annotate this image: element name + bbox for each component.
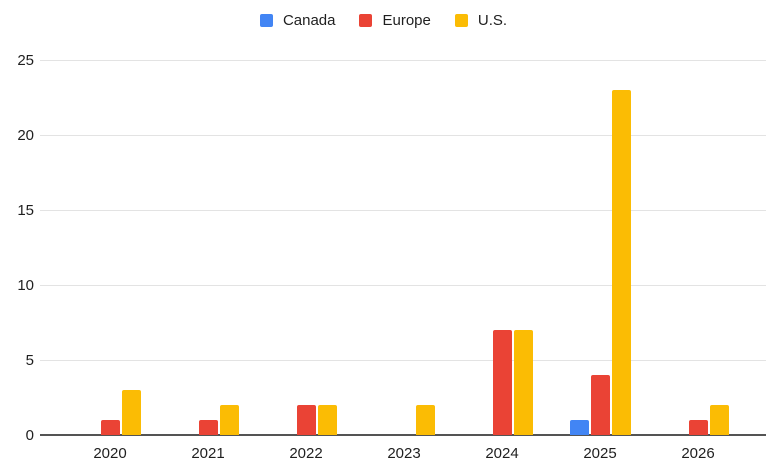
x-axis-tick-label: 2020 <box>93 445 127 462</box>
x-axis-baseline <box>40 434 766 436</box>
gridline-y25 <box>40 60 766 61</box>
y-axis-tick-label: 15 <box>17 202 34 219</box>
bar-us-2020[interactable] <box>121 390 141 435</box>
x-axis-tick-label: 2024 <box>485 445 519 462</box>
bar-europe-2026[interactable] <box>688 420 708 435</box>
bar-us-2023[interactable] <box>415 405 435 435</box>
legend-swatch-us <box>454 14 468 27</box>
legend-item-canada[interactable]: Canada <box>259 12 336 29</box>
legend-label-us: U.S. <box>477 12 508 29</box>
y-axis-tick-label: 5 <box>25 352 34 369</box>
legend-label-canada: Canada <box>282 12 336 29</box>
bar-group-2023 <box>373 60 435 435</box>
bar-group-2024 <box>471 60 533 435</box>
y-axis-tick-label: 10 <box>17 277 34 294</box>
bar-group-2026 <box>667 60 729 435</box>
gridline-y15 <box>40 210 766 211</box>
bar-us-2021[interactable] <box>219 405 239 435</box>
gridline-y10 <box>40 285 766 286</box>
gridline-y5 <box>40 360 766 361</box>
bar-group-2020 <box>79 60 141 435</box>
bar-europe-2021[interactable] <box>198 420 218 435</box>
x-axis-tick-label: 2023 <box>387 445 421 462</box>
bar-europe-2022[interactable] <box>296 405 316 435</box>
legend-item-europe[interactable]: Europe <box>359 12 431 29</box>
bar-us-2025[interactable] <box>611 90 631 435</box>
y-axis-tick-label: 20 <box>17 127 34 144</box>
legend-item-us[interactable]: U.S. <box>454 12 508 29</box>
bar-group-2025 <box>569 60 631 435</box>
bar-group-2022 <box>275 60 337 435</box>
bar-europe-2024[interactable] <box>492 330 512 435</box>
bar-us-2024[interactable] <box>513 330 533 435</box>
x-axis-tick-label: 2022 <box>289 445 323 462</box>
legend-swatch-canada <box>259 14 273 27</box>
x-axis-tick-label: 2025 <box>583 445 617 462</box>
bar-us-2022[interactable] <box>317 405 337 435</box>
y-axis-tick-label: 25 <box>17 52 34 69</box>
y-axis-tick-label: 0 <box>25 427 34 444</box>
legend-swatch-europe <box>359 14 373 27</box>
gridline-y20 <box>40 135 766 136</box>
legend-label-europe: Europe <box>382 12 431 29</box>
bar-canada-2025[interactable] <box>569 420 589 435</box>
x-axis-tick-label: 2026 <box>681 445 715 462</box>
bar-us-2026[interactable] <box>709 405 729 435</box>
bar-europe-2025[interactable] <box>590 375 610 435</box>
bar-europe-2020[interactable] <box>100 420 120 435</box>
bar-group-2021 <box>177 60 239 435</box>
chart-legend: Canada Europe U.S. <box>0 13 767 28</box>
x-axis-tick-label: 2021 <box>191 445 225 462</box>
